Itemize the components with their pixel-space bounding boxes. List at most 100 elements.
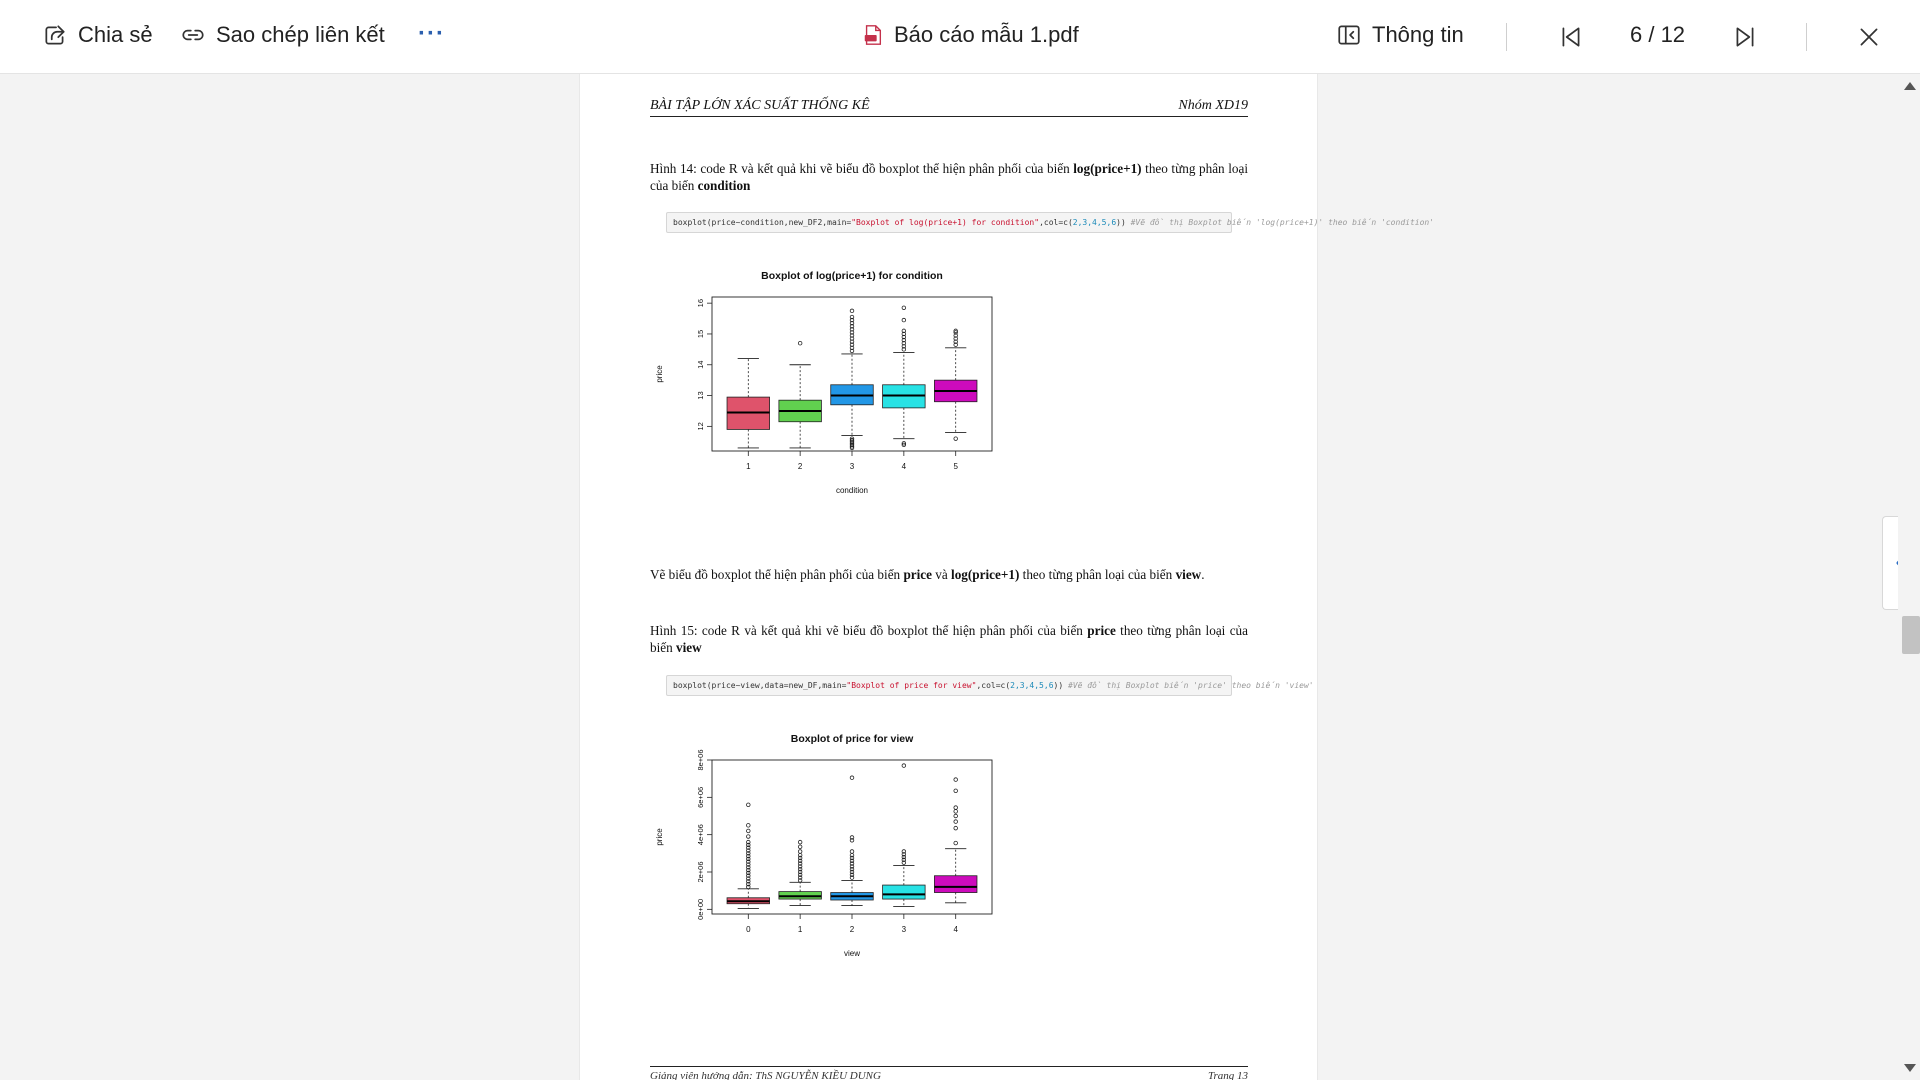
outlier-point (797, 861, 803, 866)
y-tick-label: 0e+00 (696, 899, 705, 920)
link-icon (182, 29, 204, 41)
outlier-point (849, 438, 855, 443)
outlier-point (849, 324, 855, 329)
outlier-point (746, 823, 751, 828)
first-page-icon (1562, 27, 1580, 47)
code-comment: #Vẽ đồ thị Boxplot biến 'log(price+1)' t… (1130, 218, 1435, 227)
y-tick-label: 2e+06 (696, 861, 705, 882)
footer-instructor: Giảng viên hướng dẫn: ThS NGUYỄN KIỀU DU… (650, 1070, 881, 1080)
boxplot-view-chart: Boxplot of price for view view price 0e+00 2… (655, 733, 993, 958)
pdf-file-icon (864, 25, 882, 45)
caption-bold: price (1087, 623, 1116, 638)
header-title: BÀI TẬP LỚN XÁC SUẤT THỐNG KÊ (650, 98, 870, 113)
x-axis-label: condition (836, 486, 868, 495)
boxplot-condition-chart: Boxplot of log(price+1) for condition con… (655, 270, 993, 495)
outlier-point (901, 441, 907, 446)
last-page-button[interactable] (1732, 24, 1758, 50)
paragraph-text: và (932, 567, 952, 582)
file-title: Báo cáo mẫu 1.pdf (862, 22, 1079, 48)
outlier-point (746, 828, 751, 834)
code-string: "Boxplot of price for view" (846, 681, 977, 690)
outlier-point (953, 813, 958, 819)
y-tick-label: 15 (696, 330, 705, 338)
outlier-point (849, 327, 855, 332)
caption-text: theo từng phân loại của biến (650, 161, 1248, 193)
outlier-point (849, 320, 855, 326)
info-label: Thông tin (1372, 22, 1464, 47)
outlier-point (746, 834, 751, 839)
y-tick-label: 6e+06 (696, 787, 705, 808)
x-tick-label: 4 (902, 462, 907, 471)
outlier-point (901, 347, 907, 352)
outlier-point (797, 340, 803, 346)
outlier-point (901, 328, 907, 334)
outlier-point (901, 849, 907, 854)
first-page-button[interactable] (1558, 24, 1584, 50)
y-axis-label: price (655, 365, 664, 383)
code-number: 2,3,4,5,6 (1072, 218, 1117, 227)
toolbar-divider (1506, 23, 1507, 51)
y-tick-label: 12 (696, 422, 705, 430)
page-footer: Giảng viên hướng dẫn: ThS NGUYỄN KIỀU DU… (650, 1070, 1248, 1080)
outlier-point (849, 838, 855, 843)
outlier-point (746, 845, 751, 850)
outlier-point (746, 842, 751, 848)
info-button[interactable]: Thông tin (1336, 22, 1464, 48)
paragraph-text: . (1201, 567, 1205, 582)
code-number: 2,3,4,5,6 (1010, 681, 1054, 690)
outlier-point (901, 763, 907, 768)
outlier-point (849, 436, 855, 441)
scroll-down-arrow-icon[interactable] (1904, 1064, 1916, 1072)
y-tick-label: 4e+06 (696, 824, 705, 845)
code-text: )) (1116, 218, 1131, 227)
paragraph-bold: view (1175, 567, 1202, 582)
outlier-point (849, 866, 855, 872)
vertical-scrollbar[interactable] (1898, 74, 1920, 1080)
outlier-point (901, 317, 907, 323)
y-tick-label: 8e+06 (696, 749, 705, 770)
outlier-point (746, 865, 751, 870)
document-viewer[interactable]: BÀI TẬP LỚN XÁC SUẤT THỐNG KÊ Nhóm XD19 … (0, 74, 1920, 1080)
share-button[interactable]: Chia sẻ (42, 22, 153, 48)
y-tick-label: 16 (696, 299, 705, 307)
outlier-point (953, 339, 958, 344)
header-group: Nhóm XD19 (1178, 98, 1248, 113)
outlier-point (849, 855, 855, 861)
x-tick-label: 4 (953, 925, 958, 934)
outlier-point (746, 884, 751, 890)
outlier-point (746, 853, 751, 859)
paragraph-view: Vẽ biểu đồ boxplot thể hiện phân phối củ… (650, 566, 1248, 583)
outlier-point (797, 872, 803, 877)
outlier-point (953, 328, 958, 334)
outlier-point (746, 876, 751, 881)
outlier-point (901, 860, 907, 865)
caption-text: Hình 14: code R và kết quả khi vẽ biểu đ… (650, 161, 1074, 176)
code-comment: #Vẽ đồ thị Boxplot biến 'price' theo biế… (1067, 681, 1314, 690)
outlier-point (849, 445, 855, 451)
close-button[interactable] (1856, 24, 1882, 50)
outlier-point (797, 858, 803, 863)
toolbar-divider (1806, 23, 1807, 51)
page-indicator[interactable]: 6 / 12 (1630, 22, 1685, 48)
caption-bold: log(price+1) (1073, 161, 1142, 176)
more-options-button[interactable]: ··· (418, 20, 445, 48)
outlier-point (849, 314, 855, 320)
code-text: boxplot(price~view,data=new_DF,main= (673, 681, 847, 690)
outlier-point (746, 848, 751, 853)
file-name: Báo cáo mẫu 1.pdf (894, 22, 1079, 47)
footer-rule (650, 1066, 1248, 1067)
scroll-up-arrow-icon[interactable] (1904, 82, 1916, 90)
copy-link-button[interactable]: Sao chép liên kết (180, 22, 385, 48)
close-icon (1860, 28, 1878, 46)
outlier-point (953, 333, 958, 338)
outlier-point (746, 862, 751, 867)
outlier-point (849, 849, 855, 854)
outlier-point (953, 777, 958, 782)
outlier-point (901, 854, 907, 860)
share-icon (45, 25, 65, 45)
outlier-point (901, 442, 907, 448)
box-4 (934, 875, 978, 893)
scrollbar-thumb[interactable] (1902, 616, 1920, 654)
box-3 (882, 884, 926, 900)
outlier-point (953, 819, 958, 824)
